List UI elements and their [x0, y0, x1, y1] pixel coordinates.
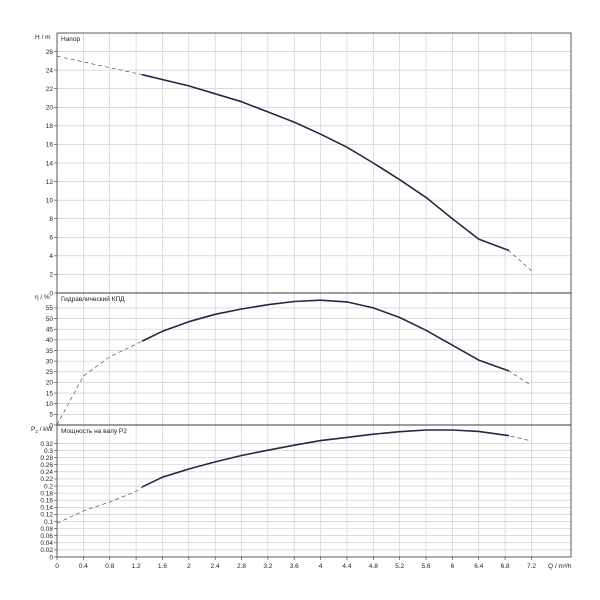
y-tick-label: 0.28: [40, 455, 53, 462]
y-tick-label: 0.24: [40, 469, 53, 476]
curve-efficiency: [141, 299, 510, 372]
y-tick-label: 0.02: [40, 547, 53, 554]
y-tick-label: 40: [46, 337, 54, 344]
x-tick-label: 1.6: [158, 563, 167, 570]
y-axis-label-head: H / m: [35, 34, 51, 41]
y-tick-label: 0.16: [40, 498, 53, 505]
curve-extrapolation-power: [56, 429, 532, 524]
x-tick-label: 0.8: [105, 563, 114, 570]
x-tick-label: 2.8: [237, 563, 246, 570]
y-tick-label: 0.3: [44, 448, 53, 455]
y-tick-label: 18: [46, 123, 54, 130]
panel-frame-efficiency: [56, 292, 572, 426]
y-tick-label: 10: [46, 401, 54, 408]
y-tick-label: 26: [46, 49, 54, 56]
x-tick-label: 7.2: [527, 563, 536, 570]
y-tick-label: 0: [49, 290, 53, 297]
y-tick-label: 45: [46, 326, 54, 333]
y-tick-label: 0.26: [40, 462, 53, 469]
x-tick-label: 5.6: [422, 563, 431, 570]
x-tick-label: 4.8: [369, 563, 378, 570]
x-tick-label: 3.2: [263, 563, 272, 570]
curve-head: [141, 74, 510, 252]
y-tick-label: 0.08: [40, 526, 53, 533]
y-tick-label: 35: [46, 348, 54, 355]
y-tick-label: 0.18: [40, 490, 53, 497]
y-tick-label: 20: [46, 380, 54, 387]
x-tick-label: 0.4: [79, 563, 88, 570]
y-tick-label: 2: [49, 272, 53, 279]
x-tick-label: 4.4: [342, 563, 351, 570]
x-tick-label: 4: [319, 563, 323, 570]
y-tick-label: 0.06: [40, 533, 53, 540]
y-tick-label: 20: [46, 105, 54, 112]
y-axis-label-efficiency: η / %: [35, 294, 50, 301]
y-tick-label: 8: [49, 216, 53, 223]
y-tick-label: 4: [49, 253, 53, 260]
y-axis-label-power: P2 / kW: [31, 426, 54, 434]
y-tick-label: 30: [46, 358, 54, 365]
x-tick-label: 6: [451, 563, 455, 570]
y-tick-label: 0: [49, 422, 53, 429]
y-tick-label: 0.12: [40, 512, 53, 519]
x-tick-label: 3.6: [290, 563, 299, 570]
panel-title-head: Напор: [61, 36, 80, 43]
x-tick-label: 2: [187, 563, 191, 570]
panel-title-power: Мощность на валу P2: [61, 428, 127, 435]
x-tick-label: 1.2: [132, 563, 141, 570]
y-tick-label: 50: [46, 316, 54, 323]
y-tick-label: 55: [46, 305, 54, 312]
y-tick-label: 0.1: [44, 519, 53, 526]
panel-title-efficiency: Гидравлический КПД: [61, 295, 125, 303]
y-tick-label: 6: [49, 235, 53, 242]
panel-frame-power: [56, 424, 572, 558]
y-tick-label: 0.2: [44, 483, 53, 490]
x-tick-label: 6.8: [501, 563, 510, 570]
y-tick-label: 15: [46, 390, 54, 397]
y-tick-label: 12: [46, 179, 54, 186]
curve-power: [141, 429, 510, 488]
y-tick-label: 5: [49, 412, 53, 419]
x-axis-label: Q / m³/h: [548, 563, 572, 570]
y-tick-label: 0.14: [40, 505, 53, 512]
y-tick-label: 14: [46, 160, 54, 167]
y-tick-label: 0: [49, 554, 53, 561]
x-tick-label: 5.2: [395, 563, 404, 570]
y-tick-label: 24: [46, 67, 54, 74]
y-tick-label: 0.22: [40, 476, 53, 483]
y-tick-label: 16: [46, 142, 54, 149]
y-tick-label: 22: [46, 86, 54, 93]
x-tick-label: 0: [55, 563, 59, 570]
y-tick-label: 10: [46, 197, 54, 204]
y-tick-label: 0.32: [40, 441, 53, 448]
x-tick-label: 6.4: [474, 563, 483, 570]
y-tick-label: 25: [46, 369, 54, 376]
y-tick-label: 0.04: [40, 540, 53, 547]
x-tick-label: 2.4: [211, 563, 220, 570]
